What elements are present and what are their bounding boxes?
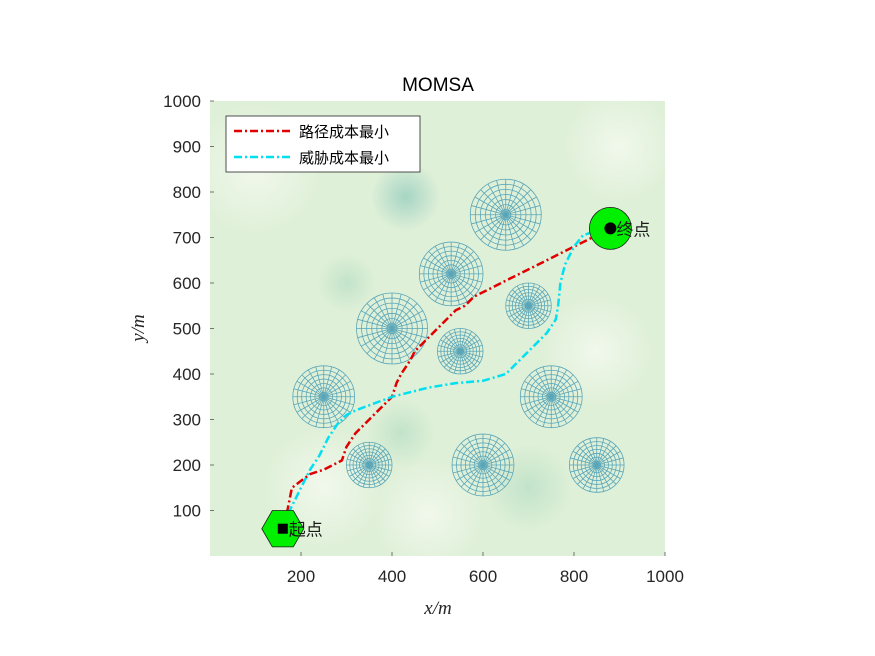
start-end-markers: 起点 终点	[261, 206, 650, 548]
threat-zone	[346, 441, 393, 489]
x-tick-label: 400	[378, 567, 406, 586]
threat-zone	[292, 365, 356, 429]
y-tick-label: 900	[173, 138, 201, 157]
y-tick-label: 100	[173, 502, 201, 521]
y-tick-label: 400	[173, 365, 201, 384]
x-tick-label: 800	[560, 567, 588, 586]
threat-shading	[316, 252, 377, 314]
start-label: 起点	[289, 521, 323, 541]
axes: 200 400 600 800 1000 100 200 300 400 500 600 700 800…	[163, 92, 684, 586]
threat-zone	[451, 433, 515, 497]
threat-zone	[356, 292, 428, 365]
x-axis-label: x/m	[423, 598, 451, 619]
series-line-0	[281, 227, 611, 530]
threat-zone	[469, 178, 542, 251]
x-tick-label: 1000	[646, 567, 684, 586]
threat-zone	[437, 328, 484, 375]
y-tick-label: 1000	[163, 92, 201, 111]
y-tick-label: 300	[173, 411, 201, 430]
y-tick-label: 800	[173, 183, 201, 202]
threat-zone	[418, 241, 484, 307]
y-axis-label: y/m	[128, 314, 149, 343]
end-point	[604, 222, 617, 235]
y-tick-label: 600	[173, 274, 201, 293]
legend-box	[225, 115, 421, 173]
start-point	[277, 523, 288, 534]
series-line-1	[281, 227, 611, 530]
x-tick-label: 200	[287, 567, 315, 586]
y-tick-label: 200	[173, 456, 201, 475]
threat-zone	[505, 282, 552, 329]
series-lines	[281, 227, 611, 530]
chart-title: MOMSA	[402, 75, 474, 96]
legend-label-path-cost: 路径成本最小	[299, 123, 389, 141]
x-tick-label: 600	[469, 567, 497, 586]
threat-zone	[519, 365, 583, 429]
threat-shading	[564, 101, 665, 202]
threat-zones	[292, 178, 625, 497]
threat-shading	[373, 460, 484, 556]
legend: 路径成本最小 威胁成本最小	[225, 115, 421, 173]
legend-label-threat-cost: 威胁成本最小	[299, 149, 389, 167]
threat-shading	[370, 161, 441, 232]
end-label: 终点	[616, 220, 650, 240]
y-tick-label: 500	[173, 320, 201, 339]
threat-zone	[569, 437, 625, 493]
y-tick-label: 700	[173, 229, 201, 248]
